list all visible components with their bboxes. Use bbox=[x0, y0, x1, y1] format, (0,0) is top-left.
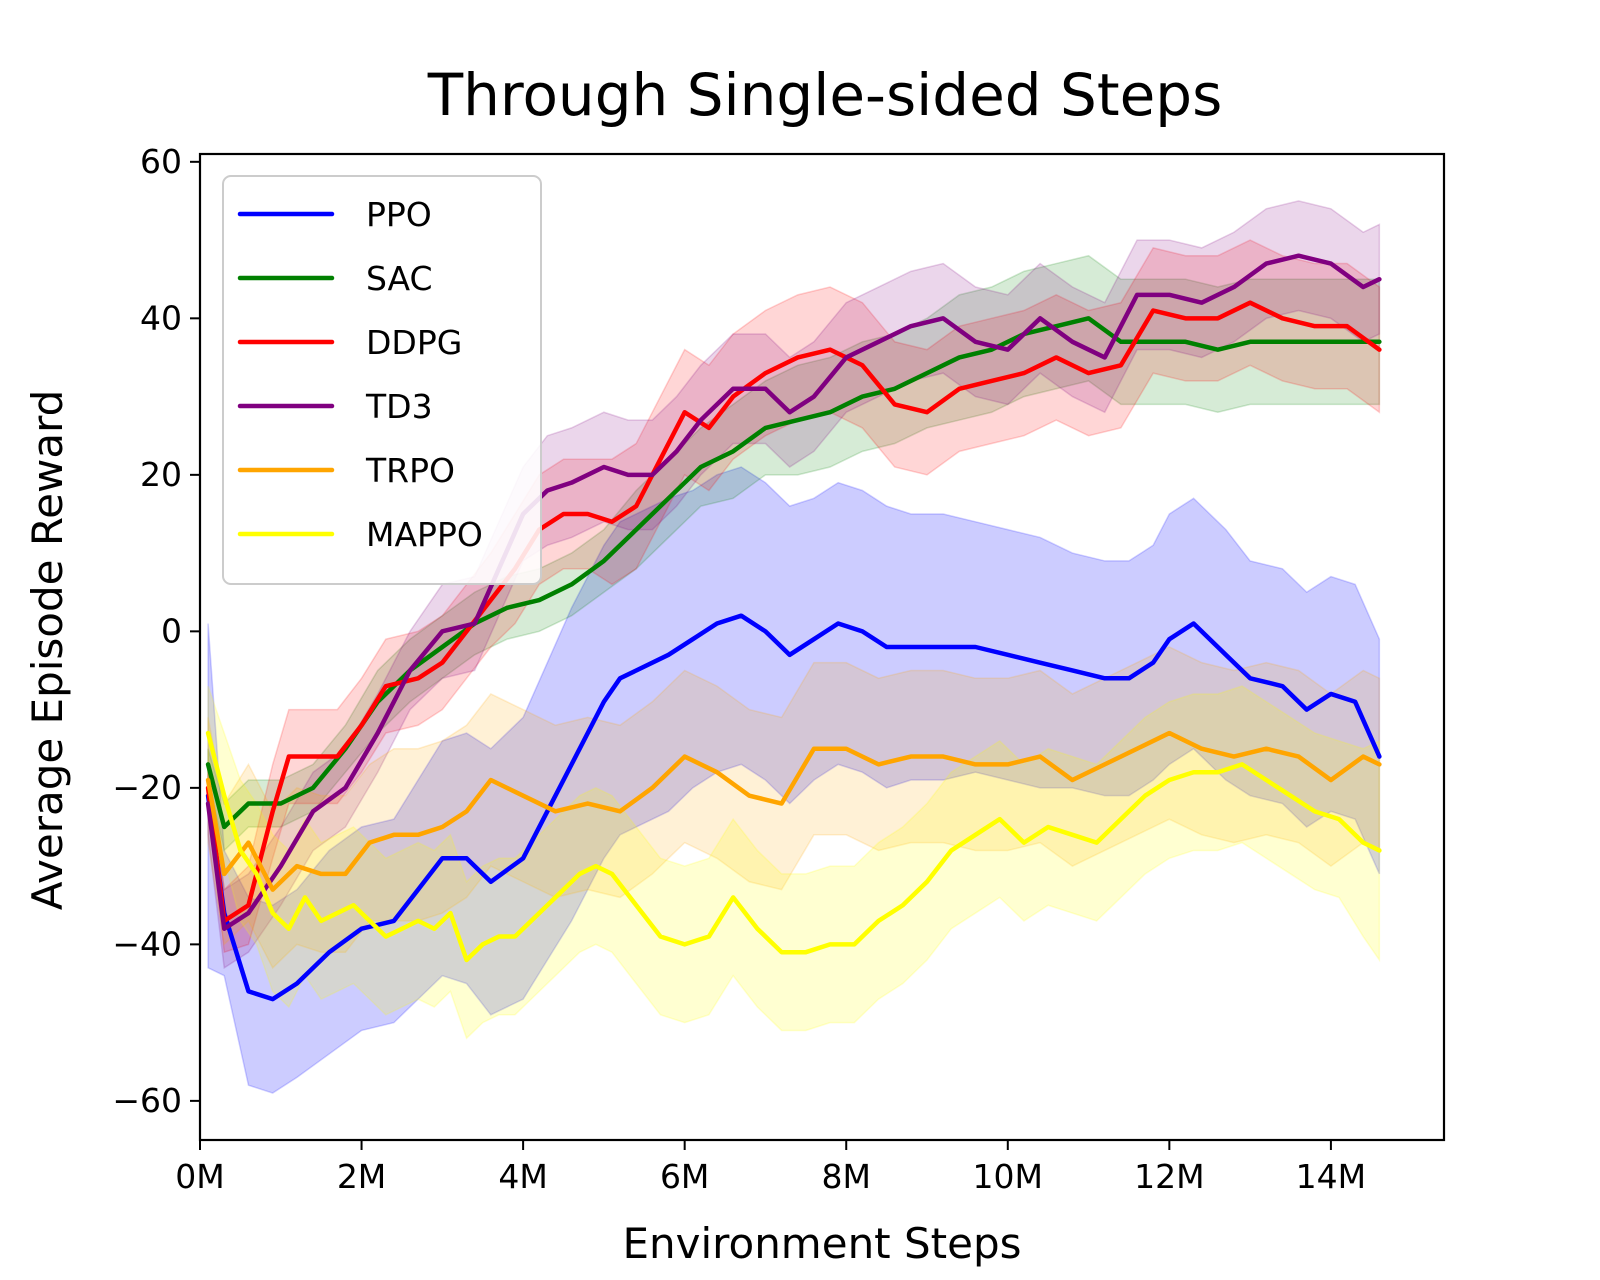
series-line-trpo bbox=[205, 730, 1382, 892]
y-tick-label-20: 20 bbox=[140, 455, 182, 494]
y-tick-label-60: 60 bbox=[140, 142, 182, 181]
series-line-sac bbox=[205, 316, 1382, 830]
plot-area: 0M 2M 4M 6M 8M 10M 12M 14M −60 −40 −20 0 20 40 60 bbox=[112, 142, 1446, 1196]
y-tick-label--60: −60 bbox=[112, 1081, 182, 1120]
series-line-td3 bbox=[205, 253, 1382, 931]
y-axis-label: Average Episode Reward bbox=[23, 390, 72, 911]
x-tick-label-8M: 8M bbox=[821, 1157, 870, 1196]
legend: PPO SAC DDPG TD3 TRPO MAPPO bbox=[222, 175, 542, 585]
legend-label-ddpg: DDPG bbox=[366, 323, 462, 362]
x-tick-label-0M: 0M bbox=[175, 1157, 224, 1196]
legend-label-td3: TD3 bbox=[365, 387, 433, 426]
series-line-ppo bbox=[205, 613, 1382, 1002]
legend-label-trpo: TRPO bbox=[365, 451, 455, 490]
x-tick-label-12M: 12M bbox=[1134, 1157, 1204, 1196]
y-tick-label-40: 40 bbox=[140, 298, 182, 337]
x-tick-label-4M: 4M bbox=[498, 1157, 547, 1196]
series-band-ddpg bbox=[207, 239, 1381, 954]
x-tick-label-14M: 14M bbox=[1296, 1157, 1366, 1196]
series-line-ddpg bbox=[205, 300, 1382, 924]
plot-frame bbox=[198, 152, 1446, 1142]
legend-label-sac: SAC bbox=[366, 259, 433, 298]
legend-label-ppo: PPO bbox=[366, 195, 432, 234]
series-band-sac bbox=[207, 254, 1381, 852]
y-tick-label-0: 0 bbox=[161, 611, 182, 650]
x-tick-label-6M: 6M bbox=[660, 1157, 709, 1196]
series-band-td3 bbox=[207, 200, 1381, 970]
x-axis-label: Environment Steps bbox=[622, 1219, 1021, 1268]
legend-label-mappo: MAPPO bbox=[366, 515, 483, 554]
x-tick-label-10M: 10M bbox=[973, 1157, 1043, 1196]
series-line-mappo bbox=[205, 730, 1382, 963]
chart-title: Through Single-sided Steps bbox=[427, 61, 1223, 129]
y-tick-label--20: −20 bbox=[112, 768, 182, 807]
y-tick-label--40: −40 bbox=[112, 924, 182, 963]
x-tick-label-2M: 2M bbox=[337, 1157, 386, 1196]
